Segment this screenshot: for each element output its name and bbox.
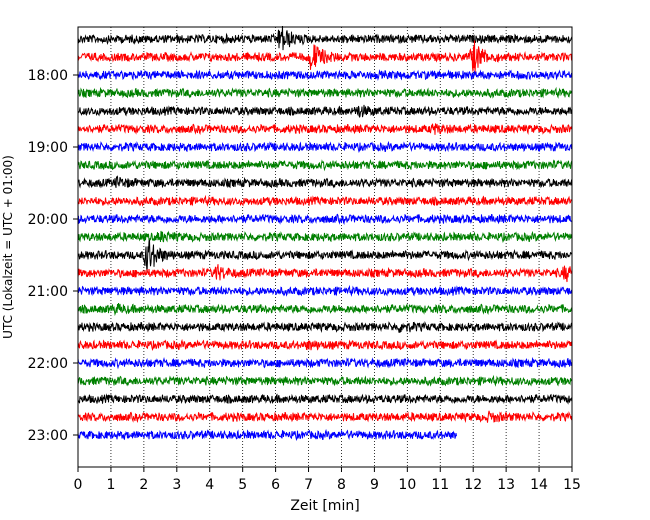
x-tick-label: 10: [398, 477, 416, 493]
trace-line: [77, 264, 573, 283]
x-tick-label: 1: [106, 477, 115, 493]
trace-line: [77, 69, 573, 81]
y-tick-label: 21:00: [28, 284, 68, 300]
x-tick-label: 0: [74, 477, 83, 493]
x-tick-label: 14: [530, 477, 548, 493]
trace-line: [77, 25, 573, 51]
x-tick-label: 3: [172, 477, 181, 493]
traces: [77, 25, 573, 441]
x-axis-label: Zeit [min]: [290, 498, 359, 514]
plot-frame: [77, 26, 573, 468]
y-tick-label: 18:00: [28, 68, 68, 84]
trace-line: [77, 374, 573, 387]
trace-line: [77, 123, 573, 136]
y-tick-label: 19:00: [28, 140, 68, 156]
y-axis-label: UTC (Lokalzeit = UTC + 01:00): [1, 155, 15, 339]
y-tick-label: 20:00: [28, 212, 68, 228]
trace-line: [77, 40, 573, 74]
trace-line: [77, 158, 573, 172]
y-tick-label: 23:00: [28, 428, 68, 444]
x-tick-label: 13: [497, 477, 515, 493]
trace-line: [77, 86, 573, 99]
x-tick-label: 15: [563, 477, 581, 493]
trace-line: [77, 194, 573, 207]
trace-line: [77, 428, 457, 441]
x-tick-label: 5: [238, 477, 247, 493]
x-tick-label: 4: [205, 477, 214, 493]
y-axis: 18:00 19:00 20:00 21:00 22:00 23:00: [28, 68, 78, 444]
x-tick-label: 9: [370, 477, 379, 493]
trace-line: [77, 230, 573, 243]
x-tick-label: 11: [431, 477, 449, 493]
x-tick-label: 6: [271, 477, 280, 493]
grid: [110, 27, 540, 467]
trace-line: [77, 393, 573, 405]
y-tick-label: 22:00: [28, 356, 68, 372]
trace-line: [77, 140, 573, 153]
x-tick-label: 2: [139, 477, 148, 493]
x-tick-label: 7: [304, 477, 313, 493]
trace-line: [77, 104, 573, 118]
trace-line: [77, 320, 573, 333]
trace-line: [77, 356, 572, 370]
trace-line: [77, 284, 573, 297]
trace-line: [77, 175, 573, 189]
x-axis: 0 1 2 3 4 5 6 7 8 9 10 11 12 13 14 15: [74, 467, 581, 493]
trace-line: [77, 410, 573, 424]
x-tick-label: 12: [464, 477, 482, 493]
trace-line: [77, 338, 573, 351]
trace-line: [77, 239, 573, 273]
trace-line: [77, 213, 573, 226]
trace-line: [77, 303, 573, 317]
x-tick-label: 8: [337, 477, 346, 493]
